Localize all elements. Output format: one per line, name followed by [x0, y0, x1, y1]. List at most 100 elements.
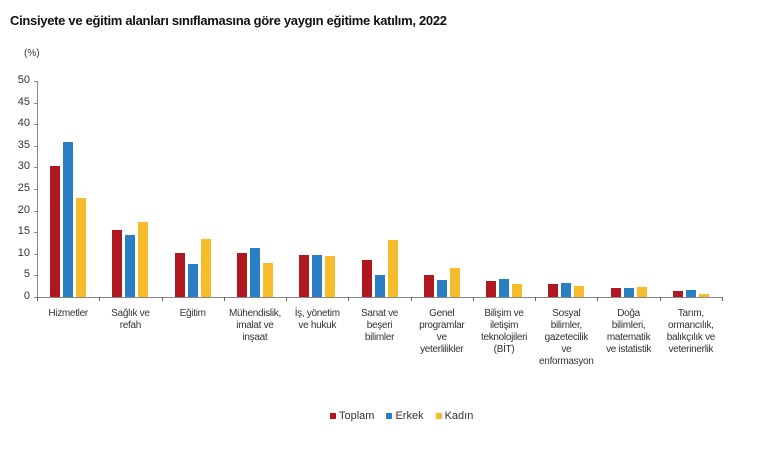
- bar-kadın: [698, 294, 709, 297]
- x-category-label-line: Mühendislik,: [228, 308, 281, 319]
- bar-toplam: [672, 291, 683, 297]
- y-tick-mark: [34, 167, 37, 169]
- y-tick-label: 50: [17, 74, 30, 86]
- x-category-label-line: veterinerlik: [668, 344, 714, 355]
- bar-erkek: [125, 235, 136, 297]
- x-category-label-line: ormancılık,: [668, 320, 714, 331]
- x-tick-mark: [348, 297, 350, 301]
- chart-title: Cinsiyete ve eğitim alanları sınıflaması…: [10, 13, 447, 28]
- bar-kadın: [636, 287, 647, 297]
- x-tick-mark: [659, 297, 661, 301]
- x-category-label: Sanat ve beşeri bilimler: [349, 308, 411, 344]
- y-tick-label: 35: [17, 138, 30, 151]
- bar-toplam: [299, 254, 310, 297]
- x-tick-mark: [597, 297, 599, 301]
- x-tick-mark: [535, 297, 537, 301]
- x-category-label-line: (BİT): [493, 344, 515, 355]
- x-category-label: Bilişim ve iletişim teknolojileri (BİT): [473, 308, 535, 356]
- y-tick-label: 25: [17, 182, 30, 194]
- y-tick-mark: [34, 145, 37, 147]
- bar-toplam: [50, 166, 61, 297]
- x-category-label-line: Sağlık ve: [111, 308, 150, 319]
- x-category-label-line: teknolojileri: [480, 332, 528, 343]
- bar-kadın: [138, 221, 149, 297]
- y-tick-label: 0: [23, 290, 30, 302]
- x-category-label-line: bilimler,: [550, 320, 583, 331]
- x-category-label: İş, yönetim ve hukuk: [286, 308, 348, 332]
- x-category-label: Genel programlar ve yeterlilikler: [411, 308, 473, 356]
- bar-kadın: [512, 284, 523, 297]
- x-category-label-line: refah: [119, 320, 142, 331]
- x-category-label-line: ve: [561, 344, 572, 355]
- x-category-label: Mühendislik, imalat ve inşaat: [224, 308, 286, 344]
- x-tick-mark: [472, 297, 474, 301]
- x-category-label: Eğitim: [162, 308, 224, 320]
- bar-kadın: [262, 262, 273, 297]
- x-category-label-line: Eğitim: [179, 308, 206, 319]
- bar-toplam: [486, 281, 497, 297]
- x-tick-mark: [410, 297, 412, 301]
- x-category-label: Sosyal bilimler, gazetecilik ve enformasyon: [535, 308, 597, 368]
- x-category-label-line: ve istatistik: [606, 344, 652, 355]
- x-tick-mark: [223, 297, 225, 301]
- y-tick-mark: [34, 275, 37, 277]
- y-tick-label: 20: [17, 203, 30, 216]
- legend-swatch-icon: [386, 413, 393, 419]
- bar-toplam: [112, 230, 123, 297]
- x-category-label-line: Sosyal: [552, 308, 581, 319]
- y-tick-mark: [34, 81, 37, 82]
- x-category-label-line: gazetecilik: [544, 332, 589, 343]
- bar-erkek: [499, 278, 510, 297]
- bar-erkek: [685, 290, 696, 297]
- chart-legend: Toplam Erkek Kadın: [330, 410, 473, 422]
- y-tick-mark: [34, 253, 37, 255]
- x-category-label-line: Doğa: [617, 308, 640, 319]
- y-tick-label: 10: [17, 246, 30, 259]
- x-category-label-line: yeterlilikler: [420, 344, 464, 355]
- legend-label: Kadın: [444, 410, 474, 422]
- x-category-label-line: bilimler: [364, 332, 395, 343]
- legend-item-kadın: Kadın: [435, 410, 474, 422]
- x-category-label-line: inşaat: [242, 332, 268, 343]
- bar-kadın: [325, 256, 336, 297]
- x-category-label-line: enformasyon: [539, 356, 594, 367]
- y-tick-mark: [34, 297, 37, 298]
- y-axis-unit-label: (%): [24, 48, 40, 59]
- x-tick-mark: [99, 297, 101, 301]
- legend-swatch-icon: [435, 413, 442, 419]
- y-tick-mark: [34, 124, 37, 126]
- bar-toplam: [423, 274, 434, 297]
- bar-erkek: [187, 264, 198, 297]
- y-tick-mark: [34, 210, 37, 212]
- x-category-label: Doğa bilimleri, matematik ve istatistik: [598, 308, 660, 356]
- x-tick-mark: [722, 297, 723, 301]
- y-tick-mark: [34, 232, 37, 234]
- x-category-label: Sağlık ve refah: [99, 308, 161, 332]
- x-category-label-line: balıkçılık ve: [666, 332, 716, 343]
- x-tick-mark: [286, 297, 288, 301]
- x-category-label-line: İş, yönetim: [294, 308, 340, 319]
- x-category-label-line: bilimleri,: [611, 320, 646, 331]
- bar-erkek: [63, 141, 74, 297]
- bar-toplam: [236, 252, 247, 297]
- legend-label: Toplam: [339, 410, 375, 422]
- y-tick-label: 40: [17, 117, 30, 130]
- bar-toplam: [548, 284, 559, 297]
- y-tick-label: 30: [17, 160, 30, 173]
- legend-item-erkek: Erkek: [386, 410, 424, 422]
- y-tick-label: 5: [23, 268, 30, 281]
- x-category-label-line: iletişim: [489, 320, 519, 331]
- x-category-label-line: imalat ve: [236, 320, 274, 331]
- x-category-label: Hizmetler: [37, 308, 99, 320]
- bar-toplam: [174, 252, 185, 297]
- bar-kadın: [449, 267, 460, 297]
- x-category-label: Tarım, ormancılık, balıkçılık ve veterinerl…: [660, 308, 722, 356]
- legend-item-toplam: Toplam: [330, 410, 374, 422]
- x-category-label-line: ve hukuk: [298, 320, 337, 331]
- legend-swatch-icon: [330, 413, 336, 419]
- bar-erkek: [623, 287, 634, 297]
- x-category-label-line: Sanat ve: [360, 308, 399, 319]
- x-tick-mark: [37, 297, 38, 301]
- x-category-label-line: beşeri: [366, 320, 393, 331]
- bar-kadın: [387, 239, 398, 297]
